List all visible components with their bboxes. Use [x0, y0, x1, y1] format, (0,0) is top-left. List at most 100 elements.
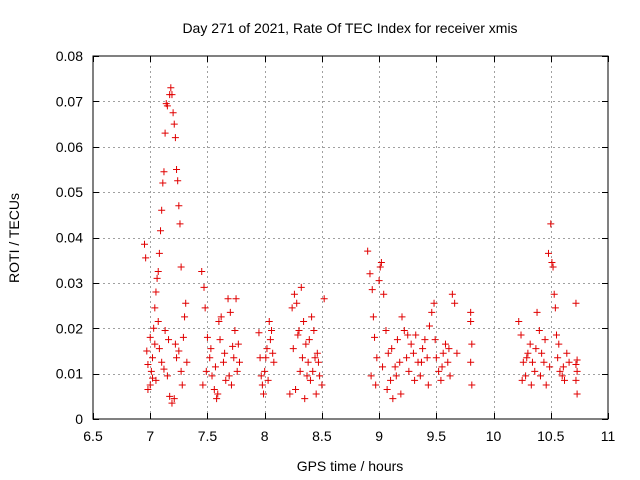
- data-point: [398, 313, 406, 321]
- data-point: [320, 295, 328, 303]
- data-point: [417, 358, 425, 366]
- data-point: [522, 372, 530, 380]
- data-point: [523, 354, 531, 362]
- data-point: [313, 349, 321, 357]
- data-point: [416, 372, 424, 380]
- data-point: [231, 327, 239, 335]
- data-point: [222, 376, 230, 384]
- data-point: [215, 317, 223, 325]
- data-point: [232, 295, 240, 303]
- data-point: [214, 390, 222, 398]
- data-point: [163, 102, 171, 110]
- x-tick-label: 7: [146, 428, 154, 444]
- y-tick-label: 0.02: [56, 320, 83, 336]
- data-point: [382, 327, 390, 335]
- data-point: [295, 327, 303, 335]
- data-point: [533, 308, 541, 316]
- data-point: [549, 263, 557, 271]
- data-point: [159, 179, 167, 187]
- data-point: [518, 376, 526, 384]
- data-point: [572, 361, 580, 369]
- data-point: [149, 354, 157, 362]
- data-point: [387, 376, 395, 384]
- data-point: [173, 354, 181, 362]
- data-point: [573, 367, 581, 375]
- data-point: [305, 336, 313, 344]
- axis-ticks: 6.5 7 7.5 8 8.5 9 9.5 10 10.5 11 0 0.01 0.02 0.03 0.04…: [56, 48, 616, 444]
- data-point: [161, 327, 169, 335]
- data-point: [428, 308, 436, 316]
- data-point: [424, 381, 432, 389]
- data-point: [181, 313, 189, 321]
- data-point: [383, 386, 391, 394]
- data-point: [524, 349, 532, 357]
- data-point: [166, 392, 174, 400]
- y-tick-label: 0.06: [56, 139, 83, 155]
- data-point: [170, 120, 178, 128]
- data-point: [213, 395, 221, 403]
- data-point: [467, 308, 475, 316]
- y-tick-label: 0.04: [56, 230, 83, 246]
- data-point: [230, 354, 238, 362]
- data-point: [146, 381, 154, 389]
- data-point: [311, 354, 319, 362]
- data-point: [225, 372, 233, 380]
- data-point: [158, 206, 166, 214]
- data-point: [300, 317, 308, 325]
- data-point: [405, 367, 413, 375]
- data-point: [160, 365, 168, 373]
- data-point: [270, 358, 278, 366]
- data-point: [301, 395, 309, 403]
- data-point: [207, 345, 215, 353]
- data-point: [372, 381, 380, 389]
- data-point: [526, 340, 534, 348]
- data-point: [144, 386, 152, 394]
- data-point: [171, 340, 179, 348]
- data-point: [375, 277, 383, 285]
- data-point: [219, 358, 227, 366]
- data-point: [468, 381, 476, 389]
- data-point: [306, 376, 314, 384]
- data-point: [176, 220, 184, 228]
- data-point: [421, 336, 429, 344]
- data-point: [318, 381, 326, 389]
- data-point: [453, 349, 461, 357]
- data-point: [208, 372, 216, 380]
- data-point: [170, 395, 178, 403]
- data-point: [150, 324, 158, 332]
- data-point: [384, 349, 392, 357]
- data-point: [152, 288, 160, 296]
- data-point: [535, 327, 543, 335]
- x-tick-label: 10: [486, 428, 502, 444]
- data-point: [559, 363, 567, 371]
- x-tick-label: 11: [601, 428, 616, 444]
- data-point: [531, 367, 539, 375]
- data-point: [439, 349, 447, 357]
- x-tick-label: 8.5: [312, 428, 332, 444]
- data-point: [310, 327, 318, 335]
- data-point: [377, 258, 385, 266]
- data-point: [155, 249, 163, 257]
- data-point: [224, 295, 232, 303]
- x-tick-label: 9.5: [427, 428, 447, 444]
- data-point: [468, 340, 476, 348]
- y-tick-label: 0.01: [56, 366, 83, 382]
- data-point: [364, 247, 372, 255]
- data-point: [269, 349, 277, 357]
- data-point: [555, 340, 563, 348]
- data-point: [210, 386, 218, 394]
- data-point: [550, 290, 558, 298]
- data-point: [202, 367, 210, 375]
- data-point: [217, 313, 225, 321]
- data-point: [366, 270, 374, 278]
- data-point: [565, 358, 573, 366]
- data-point: [554, 354, 562, 362]
- data-point: [393, 336, 401, 344]
- data-point: [198, 268, 206, 276]
- data-point: [546, 363, 554, 371]
- data-point: [227, 381, 235, 389]
- data-point: [376, 263, 384, 271]
- data-point: [233, 367, 241, 375]
- data-point: [175, 347, 183, 355]
